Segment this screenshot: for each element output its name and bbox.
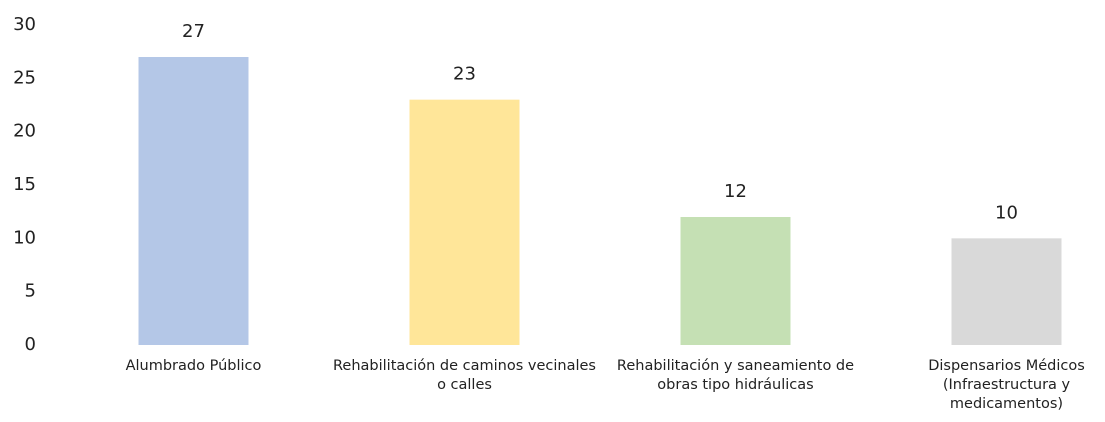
x-tick-label: Rehabilitación de caminos vecinales o ca… <box>332 358 596 393</box>
bar <box>409 99 520 346</box>
y-tick-label: 20 <box>13 121 36 142</box>
data-label: 23 <box>453 64 476 85</box>
data-label: 12 <box>724 181 747 202</box>
y-tick-label: 30 <box>13 14 36 35</box>
x-tick-label: Rehabilitación y saneamiento de obras ti… <box>616 358 855 393</box>
y-tick-label: 10 <box>13 227 36 248</box>
y-tick-label: 25 <box>13 67 36 88</box>
x-tick-label: Alumbrado Público <box>125 358 262 374</box>
x-tick-label: Dispensarios Médicos (Infraestructura y … <box>928 358 1085 412</box>
bar <box>680 217 791 345</box>
bar <box>138 57 249 345</box>
data-label: 10 <box>995 202 1018 223</box>
data-label: 27 <box>182 21 205 42</box>
y-tick-label: 5 <box>25 281 36 302</box>
bar <box>951 238 1062 345</box>
y-tick-label: 15 <box>13 174 36 195</box>
y-tick-label: 0 <box>25 334 36 355</box>
